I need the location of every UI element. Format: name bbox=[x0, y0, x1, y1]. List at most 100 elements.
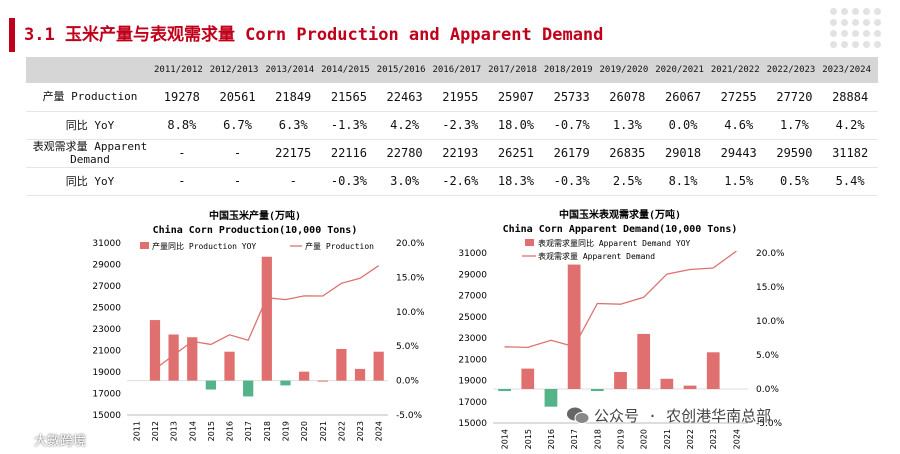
table-cell: 18.3% bbox=[488, 167, 544, 196]
chart-title: 中国玉米产量(万吨) bbox=[209, 209, 301, 222]
y-left-tick-label: 19000 bbox=[92, 368, 121, 378]
legend-bar-label: 产量同比 Production YOY bbox=[152, 241, 256, 251]
table-row: 产量 Production 19278 20561 21849 21565 22463 21… bbox=[26, 83, 878, 112]
x-tick-label: 2022 bbox=[337, 421, 346, 441]
table-column-header: 2019/2020 bbox=[599, 57, 656, 83]
decorative-dot bbox=[863, 8, 870, 15]
x-tick-label: 2020 bbox=[300, 421, 309, 441]
table-cell: 4.2% bbox=[376, 111, 433, 140]
x-tick-label: 2022 bbox=[686, 429, 695, 449]
table-cell: 25733 bbox=[543, 83, 600, 112]
yoy-bar bbox=[521, 368, 535, 389]
legend-line-label: 表观需求量 Apparent Demand bbox=[538, 251, 655, 261]
decorative-dot bbox=[852, 8, 859, 15]
table-column-header: 2018/2019 bbox=[543, 57, 600, 83]
decorative-dot bbox=[841, 8, 848, 15]
y-right-tick-label: 0.0% bbox=[756, 385, 779, 395]
x-tick-label: 2019 bbox=[281, 421, 290, 441]
title-accent-bar bbox=[9, 18, 15, 52]
x-tick-label: 2015 bbox=[524, 429, 533, 449]
yoy-bar bbox=[373, 351, 384, 381]
decorative-dot bbox=[874, 30, 881, 37]
decorative-dot bbox=[841, 30, 848, 37]
table-cell: 5.4% bbox=[822, 167, 878, 196]
x-tick-label: 2014 bbox=[501, 429, 510, 449]
table-column-header: 2017/2018 bbox=[488, 57, 544, 83]
table-cell: -0.7% bbox=[543, 111, 600, 140]
table-row-label: 表观需求量 Apparent Demand bbox=[26, 139, 154, 168]
production-line bbox=[154, 265, 380, 370]
wechat-logo-icon bbox=[8, 431, 30, 447]
x-tick-label: 2023 bbox=[356, 421, 365, 441]
x-tick-label: 2011 bbox=[132, 421, 141, 441]
x-tick-label: 2016 bbox=[226, 421, 235, 441]
x-tick-label: 2023 bbox=[709, 429, 718, 449]
table-cell: - bbox=[154, 139, 210, 168]
yoy-bar bbox=[317, 380, 328, 382]
yoy-bar bbox=[280, 380, 291, 386]
yoy-bar bbox=[706, 352, 720, 389]
table-column-header: 2016/2017 bbox=[432, 57, 489, 83]
y-left-tick-label: 31000 bbox=[92, 239, 121, 249]
y-right-tick-label: 5.0% bbox=[396, 342, 419, 352]
decorative-dot bbox=[852, 30, 859, 37]
table-cell: 27720 bbox=[766, 83, 823, 112]
table-cell: -0.3% bbox=[321, 167, 377, 196]
x-tick-label: 2021 bbox=[663, 429, 672, 449]
y-left-tick-label: 19000 bbox=[458, 377, 487, 387]
yoy-bar bbox=[336, 348, 347, 381]
decorative-dot bbox=[874, 8, 881, 15]
x-tick-label: 2014 bbox=[188, 421, 197, 441]
y-left-tick-label: 29000 bbox=[92, 261, 121, 271]
y-right-tick-label: 10.0% bbox=[756, 317, 785, 327]
decorative-dot bbox=[830, 8, 837, 15]
table-cell: 31182 bbox=[822, 139, 878, 168]
table-cell: 6.7% bbox=[209, 111, 266, 140]
decorative-dot bbox=[863, 30, 870, 37]
decorative-dot bbox=[852, 41, 859, 48]
table-cell: -2.6% bbox=[432, 167, 489, 196]
yoy-bar bbox=[354, 368, 366, 381]
y-right-tick-label: 20.0% bbox=[396, 239, 425, 249]
chart-subtitle: China Corn Apparent Demand(10,000 Tons) bbox=[503, 223, 738, 235]
watermark-left: 大數跨境 bbox=[34, 434, 87, 449]
decorative-dot bbox=[863, 19, 870, 26]
decorative-dot bbox=[830, 19, 837, 26]
y-left-tick-label: 15000 bbox=[458, 419, 487, 429]
x-tick-label: 2019 bbox=[617, 429, 626, 449]
table-column-header: 2021/2022 bbox=[710, 57, 767, 83]
table-cell: - bbox=[154, 167, 210, 196]
table-cell: 27255 bbox=[710, 83, 767, 112]
y-right-tick-label: 5.0% bbox=[756, 351, 779, 361]
y-right-tick-label: 0.0% bbox=[396, 377, 419, 387]
yoy-bar bbox=[187, 337, 198, 381]
table-cell: 1.7% bbox=[766, 111, 823, 140]
table-cell: 1.3% bbox=[599, 111, 656, 140]
table-cell: - bbox=[209, 139, 266, 168]
table-cell: 26078 bbox=[599, 83, 656, 112]
table-cell: 6.3% bbox=[265, 111, 322, 140]
y-left-tick-label: 29000 bbox=[458, 270, 487, 280]
table-column-header: 2023/2024 bbox=[822, 57, 878, 83]
table-cell: 26251 bbox=[488, 139, 544, 168]
table-cell: 18.0% bbox=[488, 111, 544, 140]
y-left-tick-label: 21000 bbox=[92, 347, 121, 357]
table-cell: 22463 bbox=[376, 83, 433, 112]
table-cell: 22193 bbox=[432, 139, 489, 168]
table-cell: 19278 bbox=[154, 83, 210, 112]
table-row-label: 同比 YoY bbox=[26, 167, 154, 196]
table-cell: 22116 bbox=[321, 139, 377, 168]
decorative-dot bbox=[841, 41, 848, 48]
table-cell: 8.1% bbox=[655, 167, 711, 196]
yoy-bar bbox=[261, 256, 272, 381]
chart-title: 中国玉米表观需求量(万吨) bbox=[559, 208, 681, 221]
table-cell: 4.2% bbox=[822, 111, 878, 140]
yoy-bar bbox=[243, 380, 254, 397]
table-cell: 0.0% bbox=[655, 111, 711, 140]
table-column-header: 2014/2015 bbox=[321, 57, 377, 83]
x-tick-label: 2020 bbox=[640, 429, 649, 449]
table-cell: 26179 bbox=[543, 139, 600, 168]
yoy-bar bbox=[590, 389, 604, 392]
yoy-bar bbox=[498, 389, 511, 392]
yoy-bar bbox=[149, 320, 161, 381]
